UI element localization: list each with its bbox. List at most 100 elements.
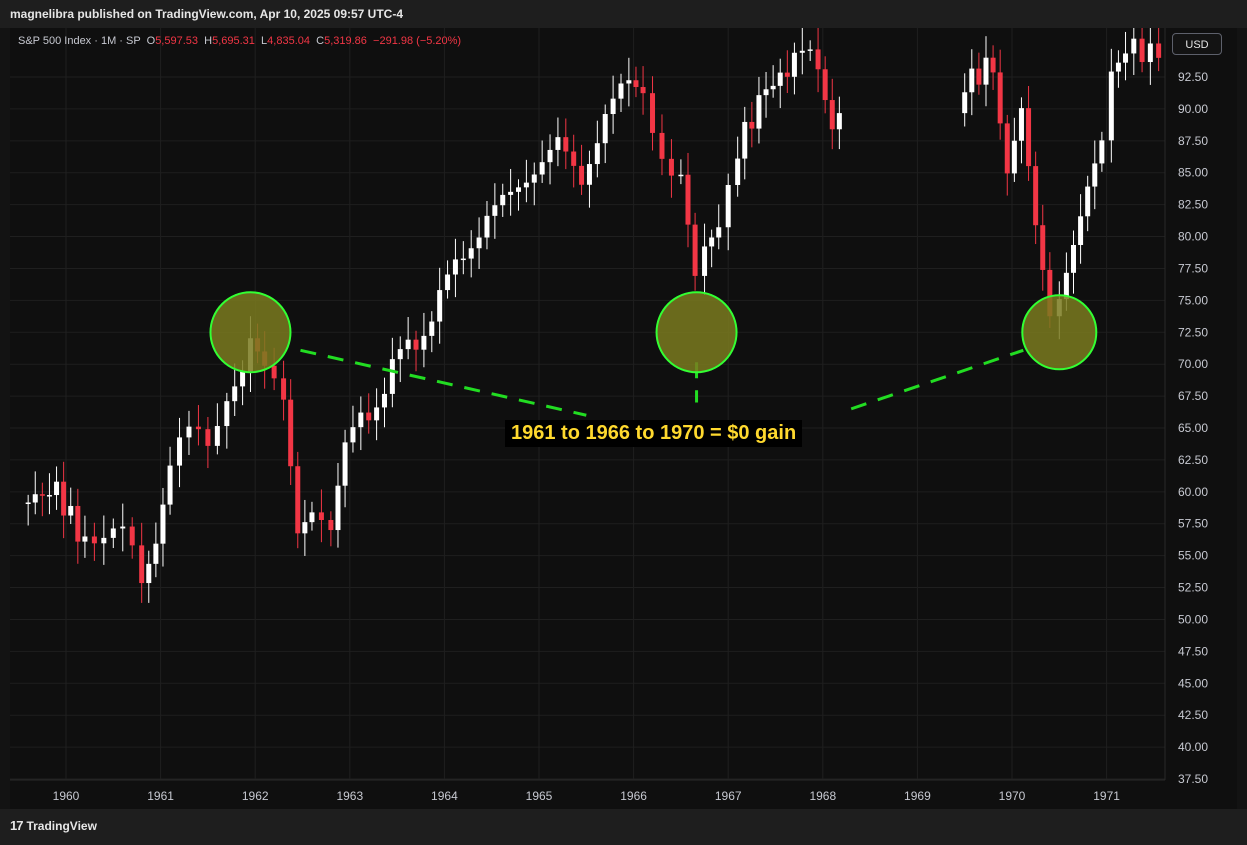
y-tick-label: 70.00	[1178, 357, 1208, 371]
currency-button[interactable]: USD	[1172, 33, 1222, 55]
open-label: O	[146, 35, 156, 47]
close-label: C	[316, 35, 325, 47]
candle-up	[531, 174, 537, 183]
open-value: 5,597.53	[155, 35, 199, 47]
candle-up	[1018, 108, 1024, 141]
x-tick-label: 1963	[336, 789, 363, 803]
y-tick-label: 87.50	[1178, 134, 1208, 148]
candle-up	[983, 57, 989, 85]
candle-up	[421, 335, 427, 350]
candle-up	[500, 194, 506, 206]
candle-up	[602, 114, 608, 144]
candle-up	[1131, 38, 1137, 54]
candle-down	[39, 494, 45, 496]
candle-up	[1085, 186, 1091, 217]
y-tick-label: 85.00	[1178, 166, 1208, 180]
high-label: H	[204, 35, 213, 47]
x-tick-label: 1962	[242, 789, 269, 803]
candle-up	[626, 80, 632, 84]
close-value: 5,319.86	[324, 35, 367, 47]
x-tick-label: 1966	[620, 789, 647, 803]
candle-up	[476, 237, 482, 249]
candle-up	[452, 259, 458, 275]
candle-up	[523, 182, 529, 188]
y-tick-label: 82.50	[1178, 198, 1208, 212]
candle-up	[547, 149, 553, 163]
candle-up	[110, 528, 116, 538]
candle-down	[571, 151, 577, 166]
candle-down	[328, 520, 334, 531]
candle-down	[997, 72, 1003, 124]
y-tick-label: 60.00	[1178, 485, 1208, 499]
candle-up	[397, 349, 403, 360]
candle-up	[177, 437, 183, 466]
candle-down	[1156, 43, 1162, 58]
candle-down	[139, 545, 145, 584]
x-tick-label: 1971	[1093, 789, 1120, 803]
candle-up	[618, 83, 624, 99]
candle-up	[594, 143, 600, 165]
candle-up	[120, 526, 126, 529]
candle-up	[389, 359, 395, 394]
candle-up	[1078, 216, 1084, 245]
highlight-circle	[655, 291, 738, 374]
tradingview-logo[interactable]: 17 TradingView	[10, 818, 97, 833]
x-tick-label: 1965	[526, 789, 553, 803]
candle-up	[756, 95, 762, 129]
tradingview-mark-icon: 17	[10, 818, 24, 833]
candle-up	[709, 237, 715, 247]
symbol-label[interactable]: S&P 500 Index · 1M · SP	[18, 35, 141, 47]
candle-down	[990, 57, 996, 73]
y-tick-label: 65.00	[1178, 421, 1208, 435]
candle-up	[539, 162, 545, 175]
candle-down	[650, 93, 656, 133]
candle-up	[1070, 244, 1076, 273]
candle-up	[735, 158, 741, 185]
candle-down	[685, 174, 691, 225]
candle-up	[445, 274, 451, 291]
candle-up	[702, 246, 708, 276]
candle-up	[1147, 43, 1153, 63]
chart-area[interactable]	[10, 28, 1237, 809]
candle-up	[167, 465, 173, 505]
candle-up	[342, 442, 348, 486]
candle-up	[610, 98, 616, 115]
y-tick-label: 47.50	[1178, 644, 1208, 658]
y-tick-label: 90.00	[1178, 102, 1208, 116]
candle-down	[640, 87, 646, 94]
y-tick-label: 40.00	[1178, 740, 1208, 754]
candle-up	[82, 536, 88, 542]
y-tick-label: 50.00	[1178, 612, 1208, 626]
candle-up	[468, 248, 474, 259]
candle-down	[1139, 38, 1145, 63]
candle-up	[492, 205, 498, 216]
candle-down	[61, 481, 67, 516]
candle-up	[742, 121, 748, 159]
candle-down	[659, 132, 665, 159]
candle-up	[555, 137, 561, 150]
candle-down	[1047, 269, 1053, 317]
candle-up	[836, 113, 842, 130]
candle-up	[1115, 62, 1121, 72]
candle-up	[1063, 272, 1069, 300]
connector-line-left	[300, 348, 587, 417]
candle-up	[678, 174, 684, 177]
candle-up	[54, 481, 60, 496]
candle-down	[749, 121, 755, 129]
candle-up	[1011, 140, 1017, 174]
x-tick-label: 1961	[147, 789, 174, 803]
candle-up	[1123, 53, 1129, 63]
candle-up	[1099, 140, 1105, 164]
candle-up	[350, 427, 356, 443]
y-tick-label: 92.50	[1178, 70, 1208, 84]
highlight-circle	[209, 291, 292, 374]
candle-up	[214, 426, 220, 446]
candle-up	[25, 502, 31, 505]
candle-down	[1004, 123, 1010, 174]
y-tick-label: 55.00	[1178, 549, 1208, 563]
candle-up	[763, 89, 769, 96]
candle-down	[692, 224, 698, 276]
y-tick-label: 75.00	[1178, 293, 1208, 307]
candle-up	[358, 412, 364, 428]
